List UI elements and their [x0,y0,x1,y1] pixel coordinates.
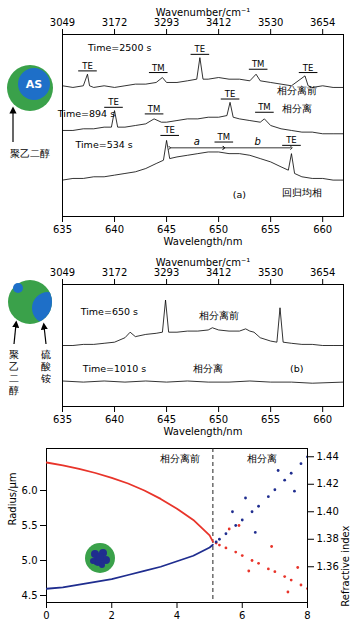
svg-text:TM: TM [217,132,231,142]
svg-text:Wavelength/nm: Wavelength/nm [164,426,243,437]
svg-text:5.0: 5.0 [22,555,38,566]
svg-text:Time=534 s: Time=534 s [74,139,132,150]
svg-text:2: 2 [109,610,115,621]
svg-text:635: 635 [53,414,72,425]
svg-text:6.0: 6.0 [22,485,38,496]
svg-text:660: 660 [313,414,332,425]
svg-text:640: 640 [105,414,124,425]
svg-text:1.44: 1.44 [317,451,339,462]
svg-text:1.42: 1.42 [317,478,339,489]
svg-text:乙: 乙 [9,361,19,372]
svg-text:4: 4 [174,610,180,621]
svg-text:635: 635 [53,224,72,235]
svg-text:645: 645 [157,224,176,235]
svg-text:回归均相: 回归均相 [282,187,322,198]
svg-text:3172: 3172 [102,17,127,28]
svg-text:TE: TE [81,61,93,71]
svg-text:酸: 酸 [41,361,51,372]
svg-text:3530: 3530 [258,17,283,28]
svg-text:Time=894 s: Time=894 s [57,108,115,119]
svg-text:相分离: 相分离 [193,363,223,374]
svg-text:3654: 3654 [310,267,335,278]
svg-text:8: 8 [304,610,310,621]
svg-text:3293: 3293 [154,267,179,278]
svg-text:6: 6 [239,610,245,621]
svg-text:0: 0 [43,610,49,621]
svg-text:TE: TE [302,63,314,73]
svg-text:3293: 3293 [154,17,179,28]
svg-text:1.40: 1.40 [317,506,339,517]
svg-text:相分离: 相分离 [247,453,277,464]
svg-text:Radius/μm: Radius/μm [7,472,18,525]
svg-text:相分离前: 相分离前 [277,85,317,96]
svg-text:Time=650 s: Time=650 s [80,306,138,317]
svg-text:660: 660 [313,224,332,235]
svg-text:1.38: 1.38 [317,533,339,544]
svg-text:TM: TM [151,63,165,73]
svg-text:655: 655 [261,414,280,425]
svg-text:3412: 3412 [206,267,231,278]
svg-text:3530: 3530 [258,267,283,278]
svg-text:3172: 3172 [102,267,127,278]
svg-text:相分离前: 相分离前 [199,310,239,321]
svg-text:Time=2500 s: Time=2500 s [87,42,151,53]
svg-text:650: 650 [209,414,228,425]
svg-text:相分离前: 相分离前 [160,453,200,464]
svg-text:640: 640 [105,224,124,235]
svg-text:b: b [254,136,260,147]
svg-text:Time=1010 s: Time=1010 s [82,363,146,374]
svg-text:Wavenumber/cm⁻¹: Wavenumber/cm⁻¹ [156,7,250,18]
svg-text:3412: 3412 [206,17,231,28]
svg-text:聚乙二醇: 聚乙二醇 [10,148,50,159]
svg-text:3049: 3049 [50,267,75,278]
svg-text:AS: AS [26,78,43,91]
svg-text:TE: TE [107,97,119,107]
svg-text:650: 650 [209,224,228,235]
svg-text:TE: TE [224,89,236,99]
svg-text:二: 二 [9,373,19,384]
svg-text:a: a [194,136,200,147]
svg-text:Wavenumber/cm⁻¹: Wavenumber/cm⁻¹ [156,257,250,268]
svg-text:TE: TE [194,44,206,54]
svg-text:(a): (a) [233,189,246,200]
svg-text:Wavelength/nm: Wavelength/nm [164,236,243,247]
svg-text:4.5: 4.5 [22,590,38,601]
svg-text:TM: TM [251,59,265,69]
svg-text:655: 655 [261,224,280,235]
svg-text:聚: 聚 [9,349,19,360]
svg-text:相分离: 相分离 [282,103,312,114]
svg-text:TM: TM [147,104,161,114]
svg-text:醇: 醇 [9,385,19,396]
svg-text:645: 645 [157,414,176,425]
svg-text:TE: TE [285,135,297,145]
svg-text:TM: TM [257,102,271,112]
svg-text:3049: 3049 [50,17,75,28]
svg-text:5.5: 5.5 [22,520,38,531]
svg-text:铵: 铵 [40,373,51,384]
svg-text:3654: 3654 [310,17,335,28]
svg-text:Refractive index: Refractive index [340,525,351,606]
svg-text:TE: TE [163,125,175,135]
svg-text:(b): (b) [290,363,303,374]
svg-text:1.36: 1.36 [317,561,339,572]
svg-text:硫: 硫 [41,349,51,360]
